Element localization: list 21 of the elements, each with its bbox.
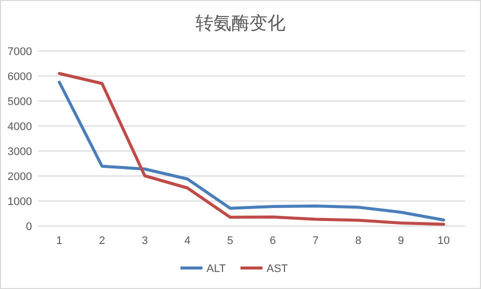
x-tick-label: 5 [227,235,234,247]
y-tick-label: 4000 [8,121,32,133]
legend-label: ALT [206,263,226,275]
legend-label: AST [266,263,288,275]
x-tick-label: 1 [56,235,62,247]
x-tick-label: 3 [142,235,148,247]
x-tick-label: 8 [355,235,362,247]
y-tick-label: 5000 [8,96,32,108]
x-tick-label: 2 [98,235,106,247]
x-tick-label: 10 [438,235,450,247]
y-tick-label: 3000 [8,146,32,158]
x-tick-label: 6 [270,235,276,247]
chart-title: 转氨酶变化 [196,13,286,33]
x-tick-label: 7 [312,235,319,247]
x-tick-label: 9 [398,235,404,247]
y-tick-label: 6000 [8,71,32,83]
y-tick-label: 2000 [8,171,32,183]
y-tick-label: 7000 [8,46,32,58]
y-tick-label: 0 [26,221,32,233]
y-tick-label: 1000 [8,196,32,208]
x-tick-label: 4 [184,235,191,247]
